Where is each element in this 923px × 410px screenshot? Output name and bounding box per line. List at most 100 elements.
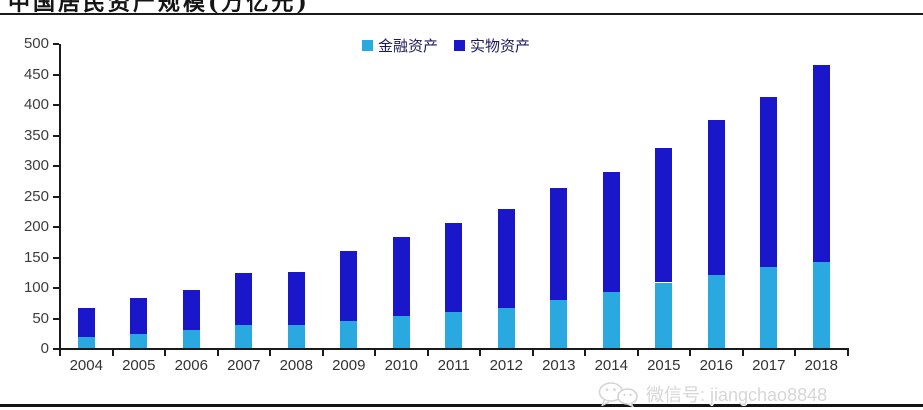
legend-swatch [454, 40, 466, 51]
bar-segment-financial [812, 262, 830, 349]
x-axis-tick [59, 350, 61, 356]
x-axis-tick [374, 350, 376, 356]
bar-segment-physical [497, 208, 515, 308]
y-axis-tick [53, 104, 59, 106]
y-axis-tick [53, 256, 59, 259]
chart-legend: 金融资产 实物资产 [362, 35, 530, 56]
bar-segment-financial [550, 300, 568, 349]
x-axis-tick [164, 350, 166, 356]
x-category-label: 2016 [699, 357, 733, 374]
y-tick-label: 450 [23, 65, 49, 83]
y-axis-tick [53, 348, 59, 350]
y-axis-tick [53, 134, 59, 137]
bar-segment-physical [812, 65, 830, 263]
bar-segment-physical [130, 297, 148, 335]
y-tick-label: 150 [23, 248, 49, 266]
legend-swatch [362, 40, 373, 51]
bar-segment-physical [707, 120, 725, 276]
x-axis-tick [111, 350, 114, 356]
x-category-label: 2018 [804, 357, 838, 374]
x-category-label: 2007 [227, 357, 261, 374]
y-tick-label: 250 [23, 187, 49, 205]
y-axis-tick [53, 43, 59, 45]
x-category-label: 2010 [384, 357, 418, 374]
x-category-label: 2008 [279, 357, 313, 374]
x-category-label: 2006 [174, 357, 208, 374]
x-axis [59, 348, 849, 350]
y-tick-label: 100 [23, 279, 49, 296]
legend-item: 实物资产 [454, 35, 530, 56]
y-axis-tick [53, 73, 59, 76]
x-axis-tick [479, 350, 481, 356]
bar-segment-physical [235, 272, 253, 326]
legend-label: 金融资产 [378, 37, 439, 55]
y-axis-tick [53, 287, 59, 289]
x-category-label: 2005 [122, 357, 156, 374]
bar-segment-financial [655, 282, 673, 349]
legend-item: 金融资产 [362, 35, 438, 56]
y-tick-label: 50 [32, 309, 49, 327]
bar-segment-financial [760, 267, 778, 349]
bar-segment-financial [445, 311, 463, 349]
bar-segment-physical [392, 236, 410, 317]
x-axis-tick [741, 350, 744, 356]
x-category-label: 2004 [69, 357, 103, 374]
x-category-label: 2011 [437, 357, 470, 374]
wechat-icon [598, 382, 638, 407]
bar-segment-physical [340, 250, 358, 321]
bar-segment-physical [760, 97, 778, 268]
bar-segment-physical [445, 223, 463, 312]
bar-segment-financial [287, 325, 305, 349]
legend-label: 实物资产 [470, 37, 531, 55]
y-axis-tick [53, 165, 59, 167]
bar-segment-financial [130, 334, 148, 349]
x-category-label: 2012 [489, 357, 523, 374]
top-divider-rule [0, 13, 923, 15]
x-axis-tick [846, 350, 849, 356]
x-axis-tick [794, 350, 796, 356]
x-category-label: 2013 [542, 357, 576, 374]
x-axis-tick [531, 350, 534, 356]
x-axis-tick [636, 350, 639, 356]
bar-segment-financial [707, 275, 725, 349]
bar-segment-financial [182, 330, 200, 349]
y-axis-tick [53, 195, 59, 198]
x-axis-tick [426, 350, 429, 356]
y-tick-label: 500 [23, 35, 49, 52]
y-axis-tick [53, 226, 59, 228]
y-axis-tick [53, 317, 59, 320]
y-axis [59, 44, 61, 351]
x-axis-tick [689, 350, 691, 356]
x-axis-tick [321, 350, 324, 356]
bar-segment-physical [602, 172, 620, 293]
bar-segment-financial [602, 292, 620, 349]
watermark-label: 微信号: jiangchao8848 [646, 385, 828, 405]
bar-segment-financial [392, 316, 410, 349]
x-axis-tick [216, 350, 219, 356]
x-axis-tick [584, 350, 586, 356]
bar-segment-financial [340, 320, 358, 349]
watermark: 微信号: jiangchao8848 [597, 381, 827, 407]
y-tick-label: 0 [40, 340, 49, 357]
x-category-label: 2017 [752, 357, 786, 374]
chart-title: 中国居民资产规模(万亿元) [8, 0, 310, 16]
bar-segment-financial [497, 307, 515, 349]
y-tick-label: 200 [23, 218, 49, 235]
bar-segment-physical [182, 290, 200, 331]
y-tick-label: 350 [23, 126, 49, 144]
bottom-divider-rule [0, 404, 923, 407]
x-category-label: 2015 [647, 357, 681, 374]
bar-segment-financial [77, 336, 95, 349]
bar-segment-physical [655, 147, 673, 283]
bar-segment-physical [550, 187, 568, 301]
y-tick-label: 400 [23, 96, 49, 113]
bar-segment-physical [287, 271, 305, 326]
x-axis-tick [269, 350, 271, 356]
bar-segment-financial [235, 325, 253, 349]
x-category-label: 2009 [332, 357, 366, 374]
y-tick-label: 300 [23, 157, 49, 174]
x-category-label: 2014 [594, 357, 628, 374]
bar-segment-physical [77, 308, 95, 337]
